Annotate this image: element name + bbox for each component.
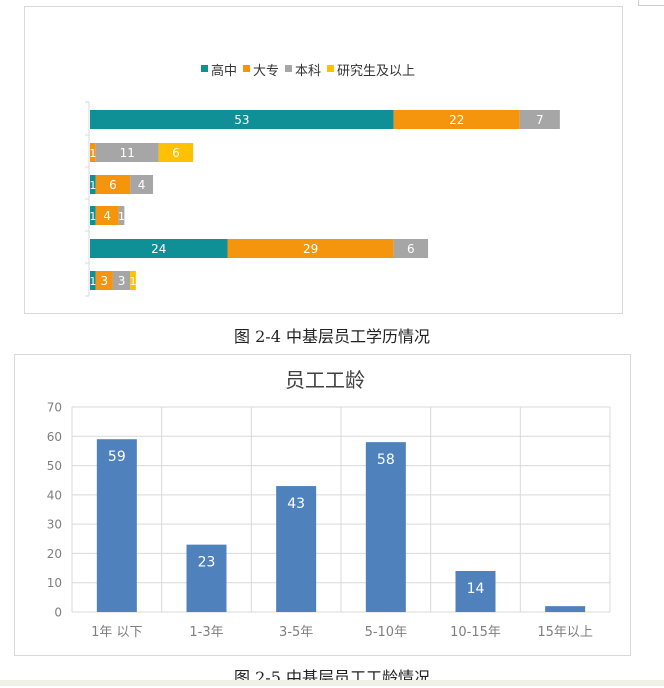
bar-0 (96, 439, 137, 612)
data-label-r4-s3: 0 (429, 243, 436, 256)
data-label-r0-s1: 22 (449, 113, 464, 127)
data-label-r3-s3: 0 (125, 210, 132, 223)
data-label-r5-s2: 3 (118, 274, 126, 288)
data-label-r2-s2: 4 (138, 178, 146, 192)
legend-label-1: 大专 (253, 64, 279, 79)
y-tick-label: 50 (47, 459, 62, 473)
x-tick-label-2: 3-5年 (279, 625, 313, 640)
bar-segment-r0-s2 (519, 110, 560, 129)
bar-segment-r2-s2 (130, 175, 154, 194)
data-label-r3-s2: 1 (118, 210, 125, 223)
data-label-r4-s2: 6 (407, 242, 415, 256)
x-tick-label-3: 5-10年 (365, 625, 408, 640)
bar-4 (455, 571, 496, 612)
y-tick-label: 0 (54, 606, 62, 620)
bar-segment-r5-s3 (130, 271, 136, 290)
bar-segment-r1-s1 (90, 143, 96, 162)
y-tick-label: 10 (47, 576, 62, 590)
legend-swatch-2 (285, 65, 292, 72)
legend-swatch-3 (327, 65, 334, 72)
bar-segment-r2-s0 (90, 175, 96, 194)
bar-segment-r3-s2 (118, 206, 125, 225)
y-tick-label: 70 (47, 401, 62, 415)
bar-segment-r5-s2 (112, 271, 131, 290)
legend-swatch-0 (201, 65, 208, 72)
y-tick-label: 40 (47, 488, 62, 502)
data-label-r3-s1: 4 (103, 209, 111, 223)
bar-data-label-3: 58 (377, 452, 395, 468)
bar-segment-r2-s1 (95, 175, 131, 194)
bar-5 (545, 606, 586, 612)
figure-2-4-caption: 图 2-4 中基层员工学历情况 (234, 327, 430, 346)
data-label-r2-s3: 0 (154, 179, 161, 192)
data-label-r5-s0: 1 (89, 275, 96, 288)
chart-title: 员工工龄 (285, 368, 365, 392)
data-label-r5-s3: 1 (129, 275, 136, 288)
x-tick-label-0: 1年 以下 (91, 625, 142, 640)
bar-data-label-2: 43 (287, 496, 305, 512)
y-tick-label: 30 (47, 518, 62, 532)
bar-3 (365, 442, 406, 612)
bar-data-label-1: 23 (198, 555, 216, 571)
legend-label-0: 高中 (211, 63, 237, 79)
bar-segment-r3-s1 (95, 206, 119, 225)
data-label-r4-s1: 29 (303, 242, 318, 256)
bar-data-label-0: 59 (108, 449, 126, 465)
bar-segment-r1-s2 (95, 143, 159, 162)
data-label-r1-s3: 6 (172, 146, 180, 160)
bottom-strip (0, 680, 664, 686)
bar-segment-r0-s1 (393, 110, 520, 129)
legend-swatch-1 (243, 65, 250, 72)
page-corner-mark (638, 0, 664, 6)
bar-segment-r4-s0 (90, 239, 228, 258)
data-label-r3-s0: 1 (89, 210, 96, 223)
bar-segment-r5-s0 (90, 271, 96, 290)
bar-segment-r4-s2 (393, 239, 429, 258)
bar-segment-r3-s0 (90, 206, 96, 225)
y-tick-label: 20 (47, 547, 62, 561)
x-tick-label-4: 10-15年 (450, 625, 501, 640)
data-label-r0-s2: 7 (536, 113, 544, 127)
data-label-r1-s2: 11 (120, 146, 135, 160)
data-label-r1-s1: 1 (89, 147, 96, 160)
bar-segment-r5-s1 (95, 271, 113, 290)
x-tick-label-1: 1-3年 (189, 625, 223, 640)
data-label-r0-s0: 53 (234, 113, 249, 127)
data-label-r4-s0: 24 (151, 242, 166, 256)
y-tick-label: 60 (47, 430, 62, 444)
bar-2 (276, 486, 317, 612)
legend-label-3: 研究生及以上 (337, 64, 415, 79)
bar-1 (186, 544, 227, 612)
x-tick-label-5: 15年以上 (537, 625, 593, 640)
data-label-r5-s1: 3 (101, 274, 109, 288)
bar-segment-r1-s3 (158, 143, 194, 162)
bar-data-label-4: 14 (467, 581, 485, 597)
data-label-r2-s0: 1 (89, 179, 96, 192)
bar-segment-r4-s1 (227, 239, 394, 258)
data-label-r0-s3: 0 (560, 114, 567, 127)
bar-segment-r0-s0 (90, 110, 394, 129)
legend-label-2: 本科 (295, 64, 321, 79)
data-label-r2-s1: 6 (109, 178, 117, 192)
